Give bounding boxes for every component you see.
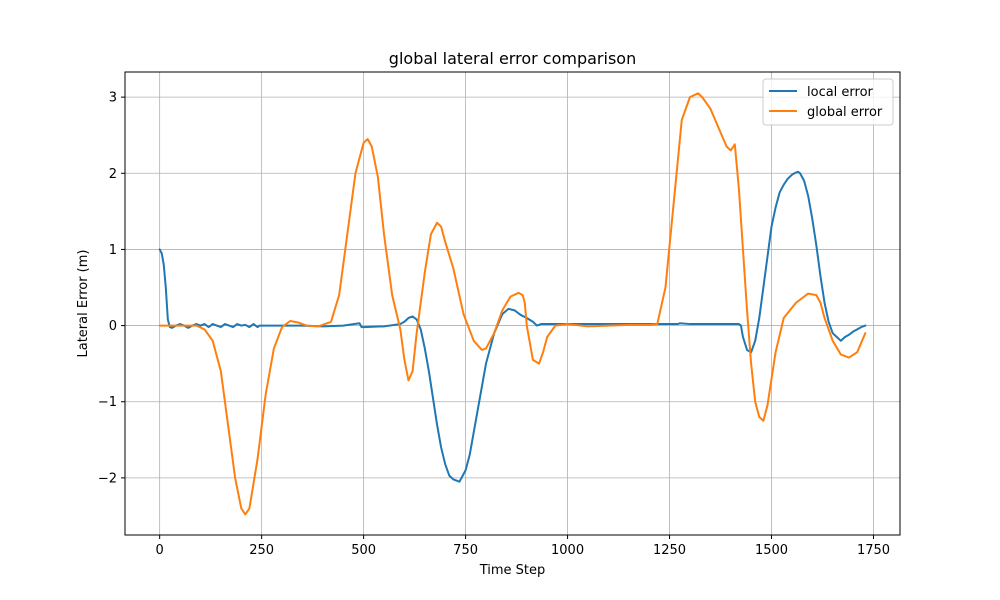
series-line-global-error (158, 92, 867, 516)
x-axis-label: Time Step (479, 563, 546, 578)
x-tick-label: 1250 (653, 543, 686, 558)
series-line-local-error (158, 170, 867, 483)
x-tick-label: 1750 (857, 543, 890, 558)
y-tick-label: −1 (98, 395, 117, 410)
x-tick-label: 250 (249, 543, 274, 558)
grid-lines (125, 72, 900, 535)
y-tick-label: 2 (109, 167, 117, 182)
y-axis-label: Lateral Error (m) (76, 250, 91, 358)
axis-ticks: 0 250 500 750 1000 1250 1500 1750 3 2 1 0 −1 −2 (98, 91, 890, 558)
x-tick-label: 1000 (551, 543, 584, 558)
y-tick-label: 1 (109, 243, 117, 258)
chart-title: global lateral error comparison (389, 49, 636, 68)
x-tick-label: 1500 (755, 543, 788, 558)
y-tick-label: 0 (109, 319, 117, 334)
plot-series (158, 92, 867, 516)
legend-label-local-error: local error (807, 85, 874, 100)
y-tick-label: −2 (98, 471, 117, 486)
legend-label-global-error: global error (807, 105, 883, 120)
y-tick-label: 3 (109, 91, 117, 106)
x-tick-label: 750 (453, 543, 478, 558)
legend: local error global error (762, 78, 894, 126)
plot-frame (124, 71, 901, 536)
x-tick-label: 0 (156, 543, 164, 558)
x-tick-label: 500 (351, 543, 376, 558)
